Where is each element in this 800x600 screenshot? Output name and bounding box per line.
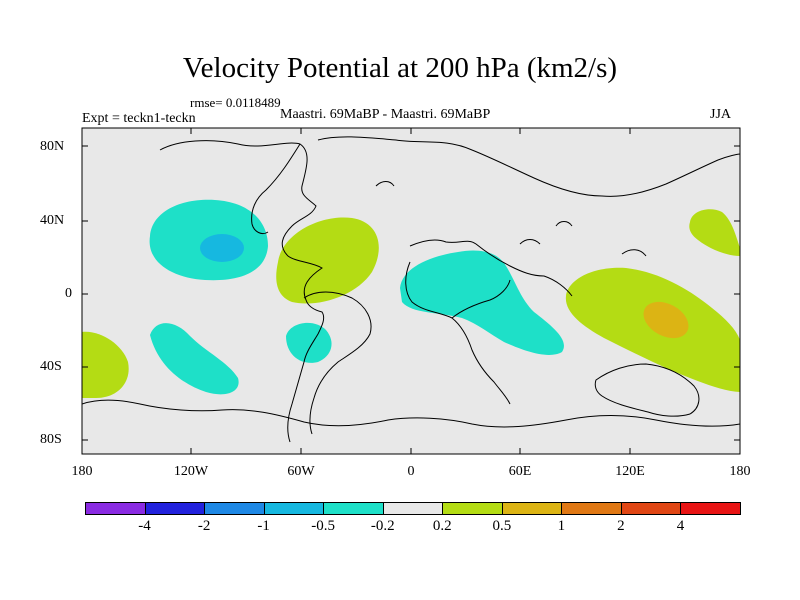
rmse-label: rmse= 0.0118489 [190,95,281,110]
colorbar-label: -4 [138,518,151,534]
colorbar-swatch [323,502,384,515]
coastlines [82,136,740,443]
colorbar-swatch [561,502,622,515]
anomaly-n-pacific-core [200,234,244,262]
coast-south-america [303,291,372,435]
axis-ticks [82,128,740,454]
coast-islands [375,181,647,257]
colorbar-label: 0.5 [492,518,512,534]
colorbar-swatch [620,502,682,515]
colorbar-label: 0.2 [432,518,452,534]
colorbar-swatch [85,502,146,515]
x-tick-label: 60W [287,464,315,479]
anomaly-sw-pacific-positive [82,331,129,398]
coast-antarctica [82,399,740,428]
coast-europe-asia [317,136,740,297]
x-tick-label: 120W [173,464,209,479]
coast-north-america [159,140,325,443]
y-tick-label: 0 [65,286,72,301]
season-label: JJA [710,107,732,122]
anomaly-tropical-atlantic-positive [276,217,379,304]
colorbar-swatch [382,502,444,515]
coast-australia [594,363,700,417]
x-tick-label: 60E [508,464,532,479]
colorbar-label: 1 [557,518,566,534]
coast-africa [405,261,511,405]
x-tick-label: 0 [407,464,415,479]
anomaly-s-pacific-negative [150,323,239,395]
experiment-label: Expt = teckn1-teckn [82,111,196,126]
colorbar-swatch [680,502,741,515]
y-tick-label: 40S [40,359,62,374]
anomaly-layer [82,199,740,398]
colorbar-swatch [263,502,325,515]
colorbar-label: -2 [197,518,211,534]
y-tick-label: 40N [40,213,65,228]
colorbar-swatch [204,502,265,515]
colorbar-label: 4 [676,518,685,534]
colorbar-swatch [501,502,563,515]
x-tick-label: 180 [71,464,93,479]
x-tick-label: 180 [729,464,751,479]
anomaly-s-america-negative [286,322,332,363]
x-tick-label: 120E [615,464,645,479]
colorbar-label: 2 [617,518,625,534]
colorbar-label: -1 [257,518,270,534]
y-tick-label: 80S [40,432,62,447]
colorbar-label: -0.5 [311,518,336,534]
colorbar-swatch [442,502,503,515]
colorbar-label: -0.2 [370,518,395,534]
anomaly-w-pacific-core [643,301,689,339]
comparison-subtitle: Maastri. 69MaBP - Maastri. 69MaBP [280,107,491,122]
map-title: Velocity Potential at 200 hPa (km2/s) [182,52,618,84]
anomaly-ne-pacific-positive [689,209,740,256]
y-tick-label: 80N [40,139,65,154]
colorbar-swatch [144,502,206,515]
